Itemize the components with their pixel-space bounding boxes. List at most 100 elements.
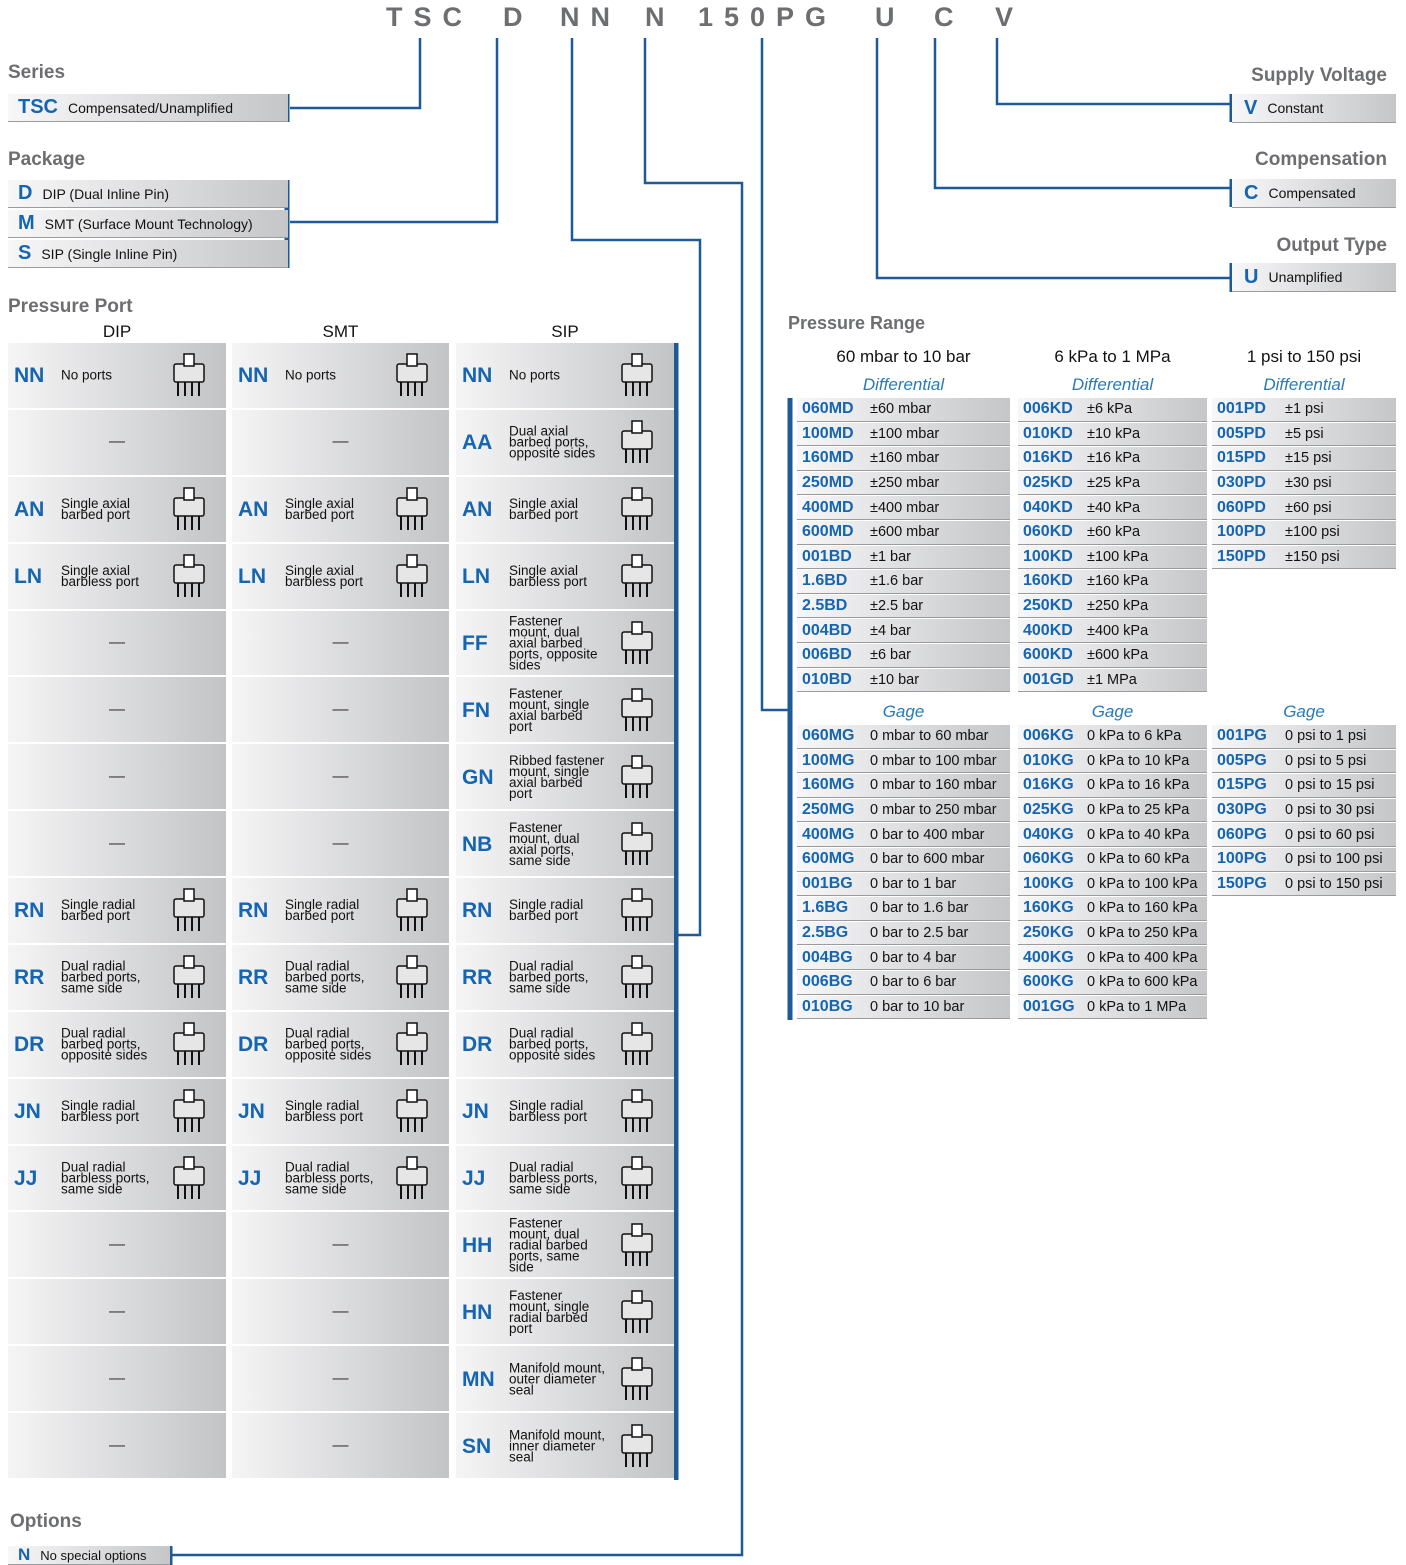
- range-desc: ±250 mbar: [870, 475, 940, 492]
- range-row: 040KG 0 kPa to 40 kPa: [1018, 823, 1207, 847]
- range-code: 001GG: [1023, 997, 1075, 1015]
- range-desc: 0 psi to 15 psi: [1285, 777, 1375, 794]
- port-cell: —: [8, 1212, 226, 1280]
- port-desc: Fastener mount, single axial barbed port: [509, 685, 590, 734]
- range-desc: ±1 bar: [870, 548, 912, 565]
- range-code: 060PD: [1217, 498, 1266, 516]
- package-icon: [621, 554, 653, 598]
- range-row: 006KD ±6 kPa: [1018, 398, 1207, 422]
- port-code: SN: [462, 1434, 492, 1458]
- port-cell: SN Manifold mount, inner diameter seal: [456, 1413, 674, 1480]
- range-desc: ±2.5 bar: [870, 598, 924, 615]
- port-desc: Single radial barbed port: [285, 897, 360, 924]
- column-header: SIP: [551, 322, 579, 341]
- option-row: D DIP (Dual Inline Pin): [8, 180, 288, 208]
- range-desc: ±1 MPa: [1087, 671, 1137, 688]
- option-row: S SIP (Single Inline Pin): [8, 240, 288, 268]
- port-code: RN: [462, 899, 493, 923]
- range-label: Gage: [1091, 702, 1134, 721]
- port-desc: Single axial barbed port: [509, 496, 579, 523]
- port-cell: —: [232, 409, 449, 477]
- port-cell: —: [232, 1212, 449, 1280]
- dash: —: [332, 1235, 349, 1253]
- range-code: 160KD: [1023, 572, 1073, 590]
- range-code: 150PD: [1217, 547, 1266, 565]
- range-desc: 0 kPa to 160 kPa: [1087, 900, 1198, 917]
- port-desc: Dual radial barbed ports, opposite sides: [509, 1025, 596, 1063]
- range-desc: ±40 kPa: [1087, 499, 1141, 516]
- range-row: 150PG 0 psi to 150 psi: [1212, 872, 1396, 897]
- port-cell: NN No ports: [232, 343, 449, 410]
- dash: —: [109, 767, 125, 785]
- range-code: 160MG: [802, 776, 855, 794]
- package-icon: [621, 955, 653, 999]
- dash: —: [332, 767, 349, 785]
- range-code: 040KD: [1023, 498, 1073, 516]
- option-row: U Unamplified: [1232, 263, 1396, 292]
- package-icon: [621, 1356, 653, 1400]
- option-desc: SIP (Single Inline Pin): [41, 245, 178, 262]
- package-icon: [173, 554, 205, 598]
- section-title: Compensation: [1255, 149, 1387, 170]
- range-code: 006KG: [1023, 727, 1074, 745]
- range-desc: ±6 kPa: [1087, 401, 1133, 418]
- port-desc: Single radial barbed port: [61, 897, 136, 924]
- package-icon: [621, 1290, 653, 1333]
- section-title: Package: [8, 149, 86, 170]
- range-desc: 0 psi to 100 psi: [1285, 851, 1383, 868]
- range-code: 2.5BG: [802, 924, 849, 942]
- range-desc: 0 bar to 600 mbar: [870, 851, 985, 868]
- range-desc: 0 kPa to 1 MPa: [1087, 998, 1187, 1015]
- port-cell: FF Fastener mount, dual axial barbed port…: [456, 610, 674, 678]
- range-desc: ±600 kPa: [1087, 647, 1149, 664]
- range-row: 250MD ±250 mbar: [797, 471, 1010, 496]
- port-cell: —: [232, 1279, 449, 1347]
- dash: —: [332, 1436, 349, 1454]
- range-row: 016KD ±16 kPa: [1018, 447, 1207, 471]
- port-code: FF: [462, 631, 488, 655]
- port-code: DR: [238, 1033, 269, 1057]
- port-desc: Single radial barbless port: [285, 1098, 364, 1125]
- port-code: JJ: [462, 1167, 486, 1191]
- port-cell: MN Manifold mount, outer diameter seal: [456, 1346, 674, 1414]
- range-code: 250KG: [1023, 924, 1074, 942]
- range-code: 600MD: [802, 523, 854, 541]
- range-row: 100PG 0 psi to 100 psi: [1212, 848, 1396, 872]
- range-code: 010BG: [802, 997, 853, 1015]
- package-icon: [621, 353, 653, 397]
- port-cell: JJ Dual radial barbless ports, same side: [8, 1145, 226, 1213]
- range-desc: ±60 psi: [1285, 499, 1332, 516]
- port-cell: —: [8, 811, 226, 879]
- range-code: 600KD: [1023, 646, 1073, 664]
- range-header: 6 kPa to 1 MPa: [1054, 347, 1171, 366]
- range-desc: ±1.6 bar: [870, 573, 924, 590]
- package-icon: [396, 1089, 428, 1133]
- range-code: 250MD: [802, 474, 854, 492]
- range-code: 2.5BD: [802, 597, 848, 615]
- package-icon: [173, 353, 205, 397]
- range-row: 100MG 0 mbar to 100 mbar: [797, 749, 1010, 774]
- range-code: 040KG: [1023, 825, 1074, 843]
- port-cell: JN Single radial barbless port: [456, 1078, 674, 1146]
- range-desc: ±160 kPa: [1087, 573, 1149, 590]
- range-row: 004BD ±4 bar: [797, 619, 1010, 643]
- port-cell: HN Fastener mount, single radial barbed p…: [456, 1279, 674, 1347]
- port-desc: Dual radial barbless ports, same side: [61, 1159, 150, 1197]
- range-row: 600MG 0 bar to 600 mbar: [797, 848, 1010, 872]
- range-code: 010KD: [1023, 424, 1073, 442]
- port-code: JN: [238, 1100, 265, 1124]
- port-cell: RR Dual radial barbed ports, same side: [8, 944, 226, 1012]
- port-cell: —: [8, 1413, 226, 1480]
- range-code: 060KD: [1023, 523, 1073, 541]
- range-code: 025KG: [1023, 801, 1074, 819]
- option-desc: Compensated: [1268, 185, 1356, 201]
- connector: [995, 38, 1230, 106]
- package-icon: [173, 955, 205, 999]
- package-icon: [396, 888, 428, 932]
- range-desc: ±60 mbar: [870, 401, 932, 418]
- range-row: 015PD ±15 psi: [1212, 447, 1396, 471]
- range-desc: 0 bar to 1.6 bar: [870, 900, 969, 917]
- port-desc: Manifold mount, outer diameter seal: [509, 1360, 606, 1398]
- range-desc: 0 mbar to 160 mbar: [870, 777, 997, 794]
- range-code: 150PG: [1217, 874, 1267, 892]
